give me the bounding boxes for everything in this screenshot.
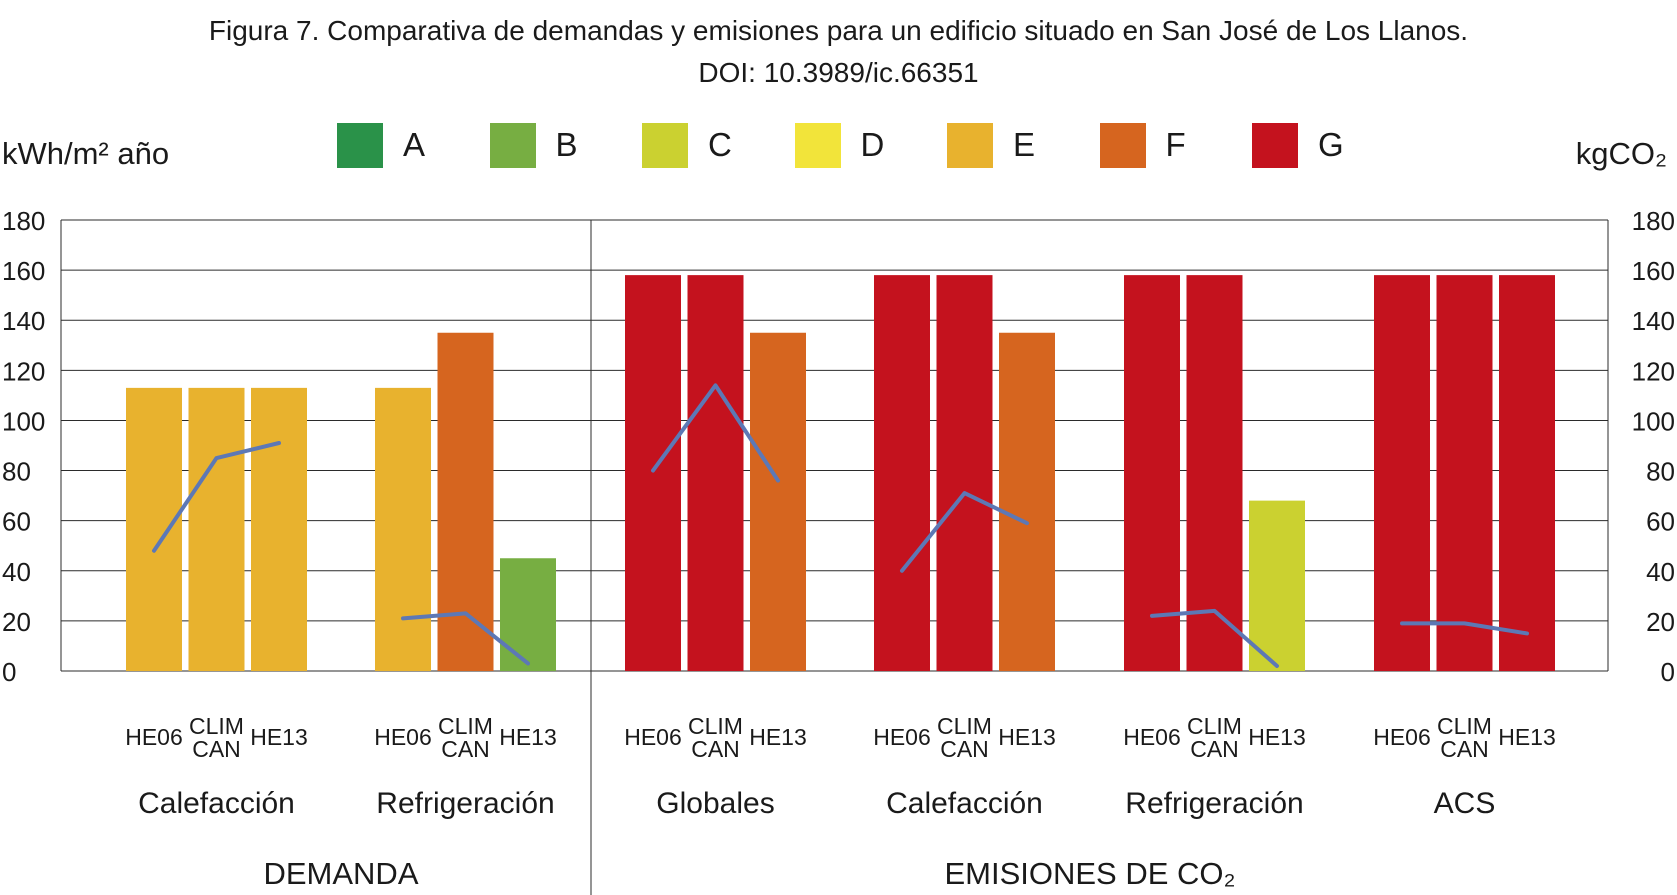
- x-tick-label: HE06: [873, 724, 931, 750]
- legend-label: G: [1318, 126, 1344, 163]
- section-label: DEMANDA: [263, 856, 418, 891]
- y-tick-label-left: 40: [2, 557, 31, 587]
- series-line: [1400, 621, 1529, 636]
- bar: [1499, 275, 1555, 671]
- y-tick-label-left: 20: [2, 607, 31, 637]
- bar: [1374, 275, 1430, 671]
- bar: [437, 332, 494, 671]
- y-axis-left-label: kWh/m² año: [2, 136, 170, 171]
- legend-label: F: [1165, 126, 1186, 163]
- group-label: Refrigeración: [1125, 787, 1303, 820]
- x-tick-label: HE13: [499, 724, 557, 750]
- x-tick-label: CAN: [441, 736, 490, 762]
- x-tick-label: HE06: [1373, 724, 1431, 750]
- group-label: ACS: [1434, 787, 1496, 820]
- y-axis-right-label: kgCO₂: [1575, 136, 1667, 171]
- legend-swatch: [642, 123, 688, 168]
- group-label: Refrigeración: [376, 787, 554, 820]
- y-tick-label-right: 0: [1661, 657, 1675, 687]
- legend-swatch: [337, 123, 383, 168]
- series-line: [152, 440, 281, 553]
- legend-swatch: [1252, 123, 1298, 168]
- bar: [375, 387, 431, 671]
- bar: [936, 275, 993, 671]
- x-tick-label: CLIM: [1187, 713, 1242, 739]
- y-tick-label-right: 60: [1646, 507, 1675, 537]
- x-tick-label: CAN: [1440, 736, 1489, 762]
- legend-swatch: [1099, 123, 1146, 168]
- x-tick-label: HE06: [374, 724, 432, 750]
- x-tick-label: CLIM: [438, 713, 493, 739]
- legend-label: E: [1013, 126, 1036, 163]
- legend-label: C: [708, 126, 732, 163]
- y-tick-label-right: 120: [1632, 356, 1675, 386]
- group-label: Calefacción: [138, 787, 295, 820]
- bar: [500, 558, 556, 671]
- x-tick-label: CAN: [192, 736, 241, 762]
- series-line: [401, 611, 530, 666]
- x-tick-label: CLIM: [688, 713, 743, 739]
- x-tick-label: HE13: [998, 724, 1056, 750]
- bar: [1186, 275, 1243, 671]
- x-tick-label: CLIM: [937, 713, 992, 739]
- y-tick-label-left: 120: [2, 356, 45, 386]
- bar: [874, 275, 930, 671]
- y-tick-label-left: 160: [2, 256, 45, 286]
- x-tick-label: CAN: [1190, 736, 1239, 762]
- x-tick-label: HE06: [125, 724, 183, 750]
- series-line: [1150, 608, 1279, 668]
- bar: [188, 387, 245, 671]
- x-tick-label: CAN: [691, 736, 740, 762]
- y-tick-label-left: 60: [2, 507, 31, 537]
- legend-label: B: [555, 126, 578, 163]
- bar: [251, 387, 307, 671]
- bar: [1436, 275, 1493, 671]
- bar: [126, 387, 182, 671]
- group-label: Calefacción: [886, 787, 1043, 820]
- legend-label: D: [860, 126, 885, 163]
- y-tick-label-right: 20: [1646, 607, 1675, 637]
- y-tick-label-right: 100: [1632, 406, 1675, 436]
- legend-label: A: [403, 126, 426, 163]
- legend-swatch: [489, 123, 536, 168]
- x-tick-label: CLIM: [189, 713, 244, 739]
- legend-swatch: [794, 123, 841, 168]
- bar: [1124, 275, 1180, 671]
- x-tick-label: HE06: [1123, 724, 1181, 750]
- x-tick-label: HE13: [749, 724, 807, 750]
- y-tick-label-right: 40: [1646, 557, 1675, 587]
- y-tick-label-left: 0: [2, 657, 16, 687]
- x-tick-label: HE13: [250, 724, 308, 750]
- series-line: [651, 383, 780, 483]
- series-line: [900, 491, 1029, 573]
- y-tick-label-right: 80: [1646, 457, 1675, 487]
- y-tick-label-right: 140: [1632, 306, 1675, 336]
- y-tick-label-left: 140: [2, 306, 45, 336]
- y-tick-label-left: 180: [2, 206, 45, 236]
- bar: [999, 332, 1055, 671]
- y-tick-label-right: 180: [1632, 206, 1675, 236]
- group-label: Globales: [656, 787, 774, 820]
- section-label: EMISIONES DE CO₂: [944, 856, 1235, 891]
- y-tick-label-right: 160: [1632, 256, 1675, 286]
- x-tick-label: HE13: [1248, 724, 1306, 750]
- bar: [625, 275, 681, 671]
- x-tick-label: HE13: [1498, 724, 1556, 750]
- bar: [750, 332, 806, 671]
- x-tick-label: HE06: [624, 724, 682, 750]
- bar: [1249, 500, 1305, 671]
- legend-swatch: [947, 123, 993, 168]
- y-tick-label-left: 80: [2, 457, 31, 487]
- x-tick-label: CLIM: [1437, 713, 1492, 739]
- chart-title: Figura 7. Comparativa de demandas y emis…: [208, 15, 1469, 46]
- y-tick-label-left: 100: [2, 406, 45, 436]
- chart-subtitle-doi: DOI: 10.3989/ic.66351: [698, 57, 979, 88]
- x-tick-label: CAN: [940, 736, 989, 762]
- bar: [687, 275, 744, 671]
